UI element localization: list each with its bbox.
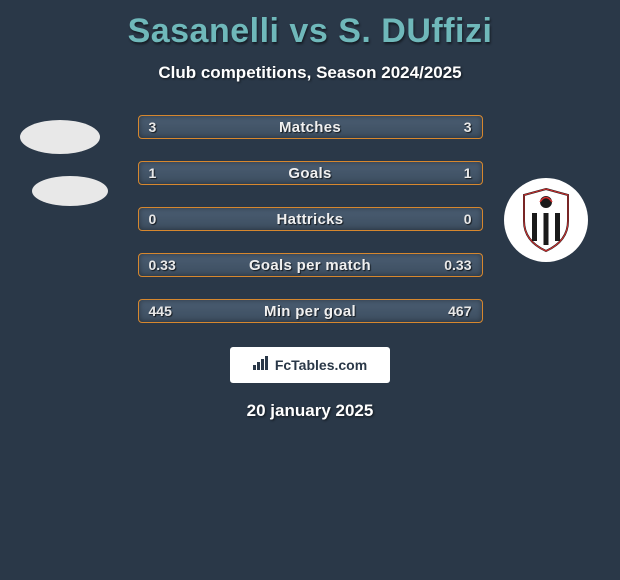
- stat-row: 445 Min per goal 467: [138, 299, 483, 323]
- stat-row: 3 Matches 3: [138, 115, 483, 139]
- player-left-badge-1: [20, 120, 100, 154]
- season-subtitle: Club competitions, Season 2024/2025: [0, 63, 620, 83]
- chart-icon: [253, 356, 271, 375]
- stat-label: Goals: [139, 165, 482, 182]
- date-label: 20 january 2025: [0, 401, 620, 421]
- stat-label: Goals per match: [139, 257, 482, 274]
- source-link[interactable]: FcTables.com: [230, 347, 390, 383]
- stat-row: 0.33 Goals per match 0.33: [138, 253, 483, 277]
- stat-row: 0 Hattricks 0: [138, 207, 483, 231]
- stat-label: Hattricks: [139, 211, 482, 228]
- stats-container: 3 Matches 3 1 Goals 1 0 Hattricks 0 0.33…: [138, 115, 483, 323]
- stat-label: Matches: [139, 119, 482, 136]
- player-left-badge-2: [32, 176, 108, 206]
- player-right-badge: [504, 178, 588, 262]
- page-title: Sasanelli vs S. DUffizi: [0, 0, 620, 51]
- club-crest-icon: [518, 187, 574, 253]
- brand-label: FcTables.com: [275, 357, 367, 373]
- stat-row: 1 Goals 1: [138, 161, 483, 185]
- stat-label: Min per goal: [139, 303, 482, 320]
